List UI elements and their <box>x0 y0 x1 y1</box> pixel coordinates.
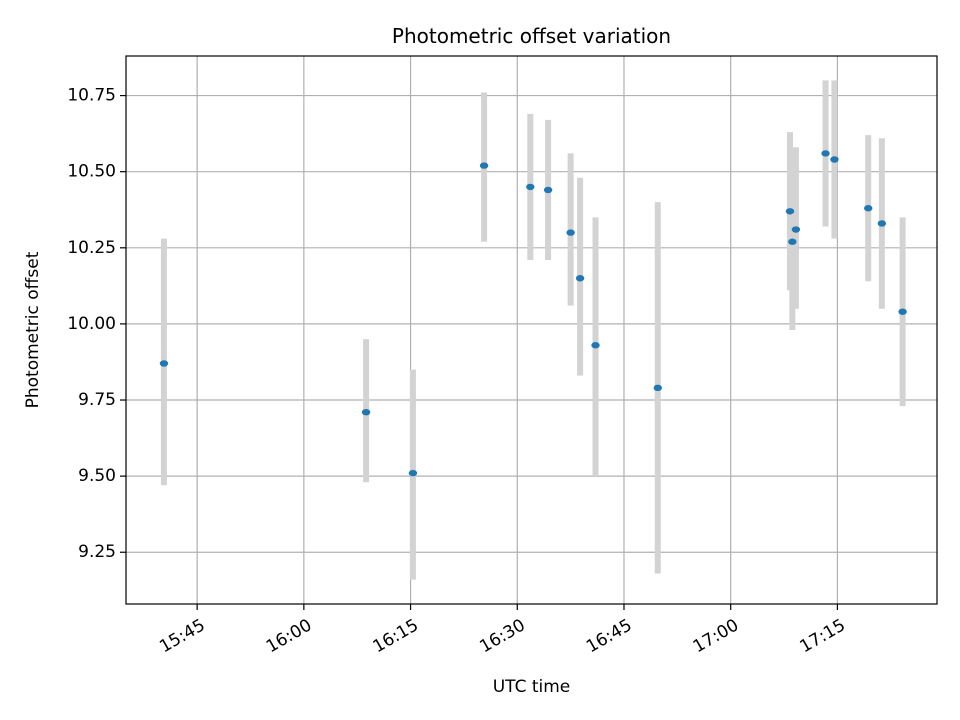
data-point <box>543 186 553 194</box>
data-point <box>830 156 839 163</box>
data-point <box>361 409 371 416</box>
data-point <box>788 238 797 245</box>
data-point <box>408 469 418 477</box>
chart-title: Photometric offset variation <box>392 24 671 48</box>
y-tick-label: 9.75 <box>78 390 116 410</box>
y-tick-label: 10.00 <box>67 314 116 334</box>
plot-frame <box>125 55 938 605</box>
data-point <box>566 229 575 236</box>
y-tick-label: 9.25 <box>78 542 116 562</box>
data-point <box>791 226 801 233</box>
data-point <box>898 308 907 315</box>
data-point <box>479 162 489 169</box>
y-axis-ticks: 9.25 9.50 9.75 10.00 10.25 10.50 10.75 <box>67 86 126 562</box>
data-point <box>575 275 585 282</box>
data-point <box>877 220 887 227</box>
data-point <box>591 342 600 349</box>
data-point <box>526 183 535 191</box>
x-axis-label: UTC time <box>493 677 571 697</box>
data-point <box>821 150 830 157</box>
data-point <box>785 208 795 215</box>
data-points <box>159 150 907 477</box>
data-point <box>864 205 873 212</box>
data-point <box>653 384 662 392</box>
y-tick-label: 10.50 <box>67 162 116 182</box>
y-tick-label: 10.75 <box>67 86 116 106</box>
y-tick-label: 9.50 <box>78 466 116 486</box>
y-axis-label: Photometric offset <box>23 251 43 408</box>
y-tick-label: 10.25 <box>67 238 116 258</box>
data-point <box>159 360 169 367</box>
